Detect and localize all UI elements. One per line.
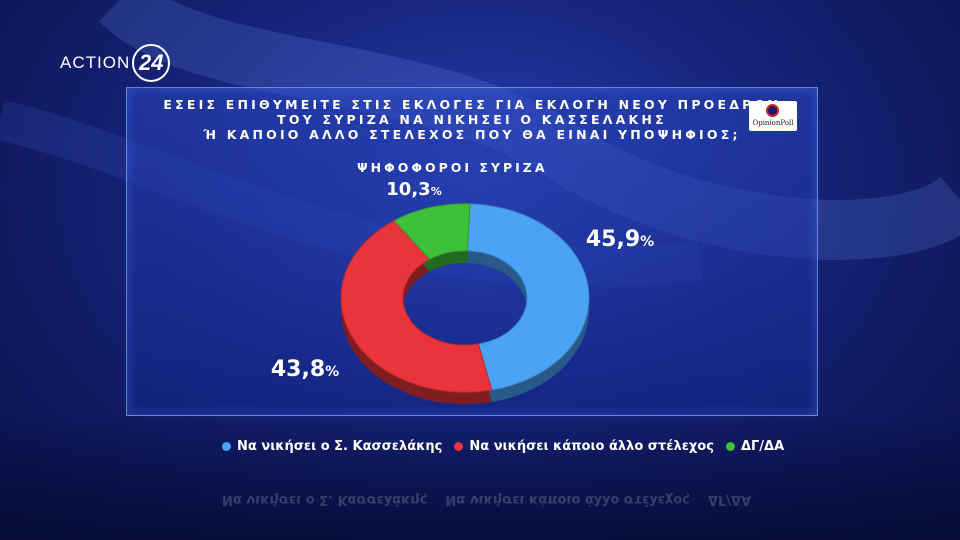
legend-item-2: Να νικήσει κάποιο άλλο στέλεχος xyxy=(454,439,714,454)
opinionpoll-icon xyxy=(766,104,779,117)
logo-number: 24 xyxy=(132,44,171,82)
legend-label-3: ΔΓ/ΔΑ xyxy=(740,439,785,454)
question-text: ΕΣΕΙΣ ΕΠΙΘΥΜΕΙΤΕ ΣΤΙΣ ΕΚΛΟΓΕΣ ΓΙΑ ΕΚΛΟΓΗ… xyxy=(127,97,817,142)
legend-label-2: Να νικήσει κάποιο άλλο στέλεχος xyxy=(469,439,714,454)
reflection-text-1: Να νικήσει ο Σ. Κασσελάκης xyxy=(222,492,428,507)
legend-item-3: ΔΓ/ΔΑ xyxy=(725,439,785,454)
chart-subtitle: ΨΗΦΟΦΟΡΟΙ ΣΥΡΙΖΑ xyxy=(357,160,548,175)
legend-item-1: Να νικήσει ο Σ. Κασσελάκης xyxy=(222,439,442,454)
opinionpoll-logo: OpinionPoll xyxy=(749,101,797,131)
reflection-text-2: Να νικήσει κάποιο άλλο στέλεχος xyxy=(445,492,690,507)
donut-slice-2 xyxy=(340,219,493,393)
legend-swatch-2 xyxy=(454,442,464,451)
donut-slice-3 xyxy=(393,203,471,260)
chart-legend: Να νικήσει ο Σ. Κασσελάκης Να νικήσει κάπ… xyxy=(222,439,796,454)
legend-swatch-3 xyxy=(725,442,735,451)
floor-reflection xyxy=(0,420,960,540)
data-label-1: 45,9% xyxy=(586,227,654,252)
reflection-text-3: ΔΓ/ΔΑ xyxy=(707,492,752,507)
data-label-3: 10,3% xyxy=(386,179,441,200)
logo-name: ACTION xyxy=(60,53,131,72)
legend-swatch-1 xyxy=(222,442,231,451)
legend-reflection: Να νικήσει ο Σ. Κασσελάκης Να νικήσει κά… xyxy=(222,492,769,507)
legend-label-1: Να νικήσει ο Σ. Κασσελάκης xyxy=(237,439,443,454)
question-line-1: ΕΣΕΙΣ ΕΠΙΘΥΜΕΙΤΕ ΣΤΙΣ ΕΚΛΟΓΕΣ ΓΙΑ ΕΚΛΟΓΗ… xyxy=(163,97,781,112)
data-label-2: 43,8% xyxy=(271,357,339,382)
question-line-3: Ή ΚΑΠΟΙΟ ΑΛΛΟ ΣΤΕΛΕΧΟΣ ΠΟΥ ΘΑ ΕΙΝΑΙ ΥΠΟΨ… xyxy=(203,127,741,142)
donut-slice-1 xyxy=(466,203,590,391)
opinionpoll-label: OpinionPoll xyxy=(752,119,794,127)
question-line-2: ΤΟΥ ΣΥΡΙΖΑ ΝΑ ΝΙΚΗΣΕΙ Ο ΚΑΣΣΕΛΑΚΗΣ xyxy=(277,112,667,127)
action24-logo: ACTION 24 xyxy=(60,44,171,82)
